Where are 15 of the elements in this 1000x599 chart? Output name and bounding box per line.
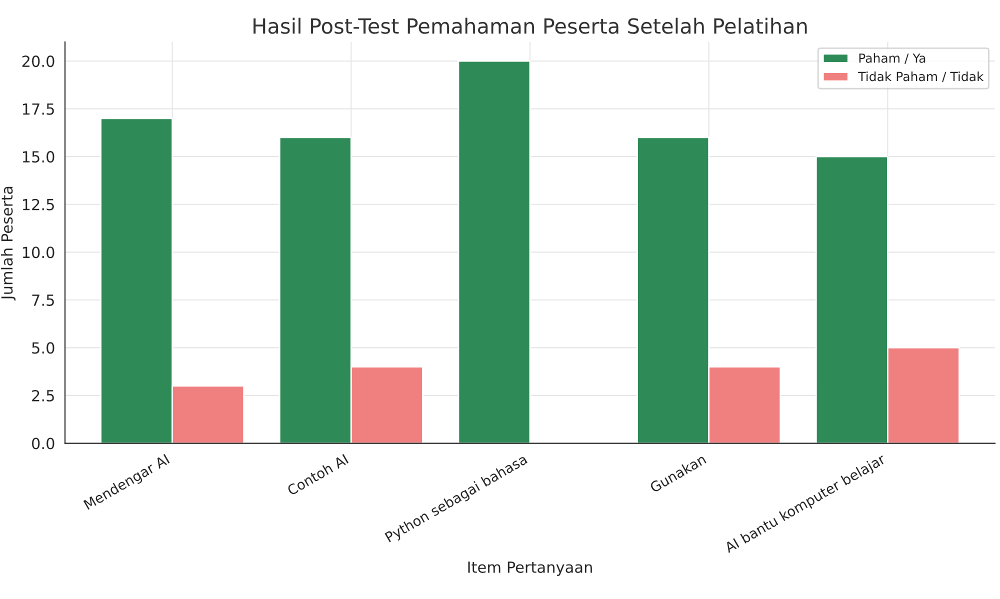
y-tick-label: 15.0	[22, 151, 54, 163]
y-tick-label: 7.5	[32, 294, 54, 306]
bar	[458, 60, 531, 444]
y-tick-label: 10.0	[22, 246, 54, 258]
y-tick-label: 5.0	[32, 342, 54, 354]
y-tick-label: 12.5	[22, 198, 54, 210]
y-tick-label: 17.5	[22, 103, 54, 115]
chart-title: Hasil Post-Test Pemahaman Peserta Setelah Pelatihan	[254, 18, 807, 34]
y-tick-label: 2.5	[32, 390, 54, 402]
legend-label: Paham / Ya	[859, 53, 926, 64]
y-tick-label: 20.0	[22, 56, 54, 68]
y-axis-title: Jumlah Peserta	[0, 186, 16, 301]
legend-label: Tidak Paham / Tidak	[858, 72, 984, 82]
y-tick-label: 0.0	[32, 438, 54, 450]
x-axis-title: Item Pertanyaan	[468, 562, 592, 576]
